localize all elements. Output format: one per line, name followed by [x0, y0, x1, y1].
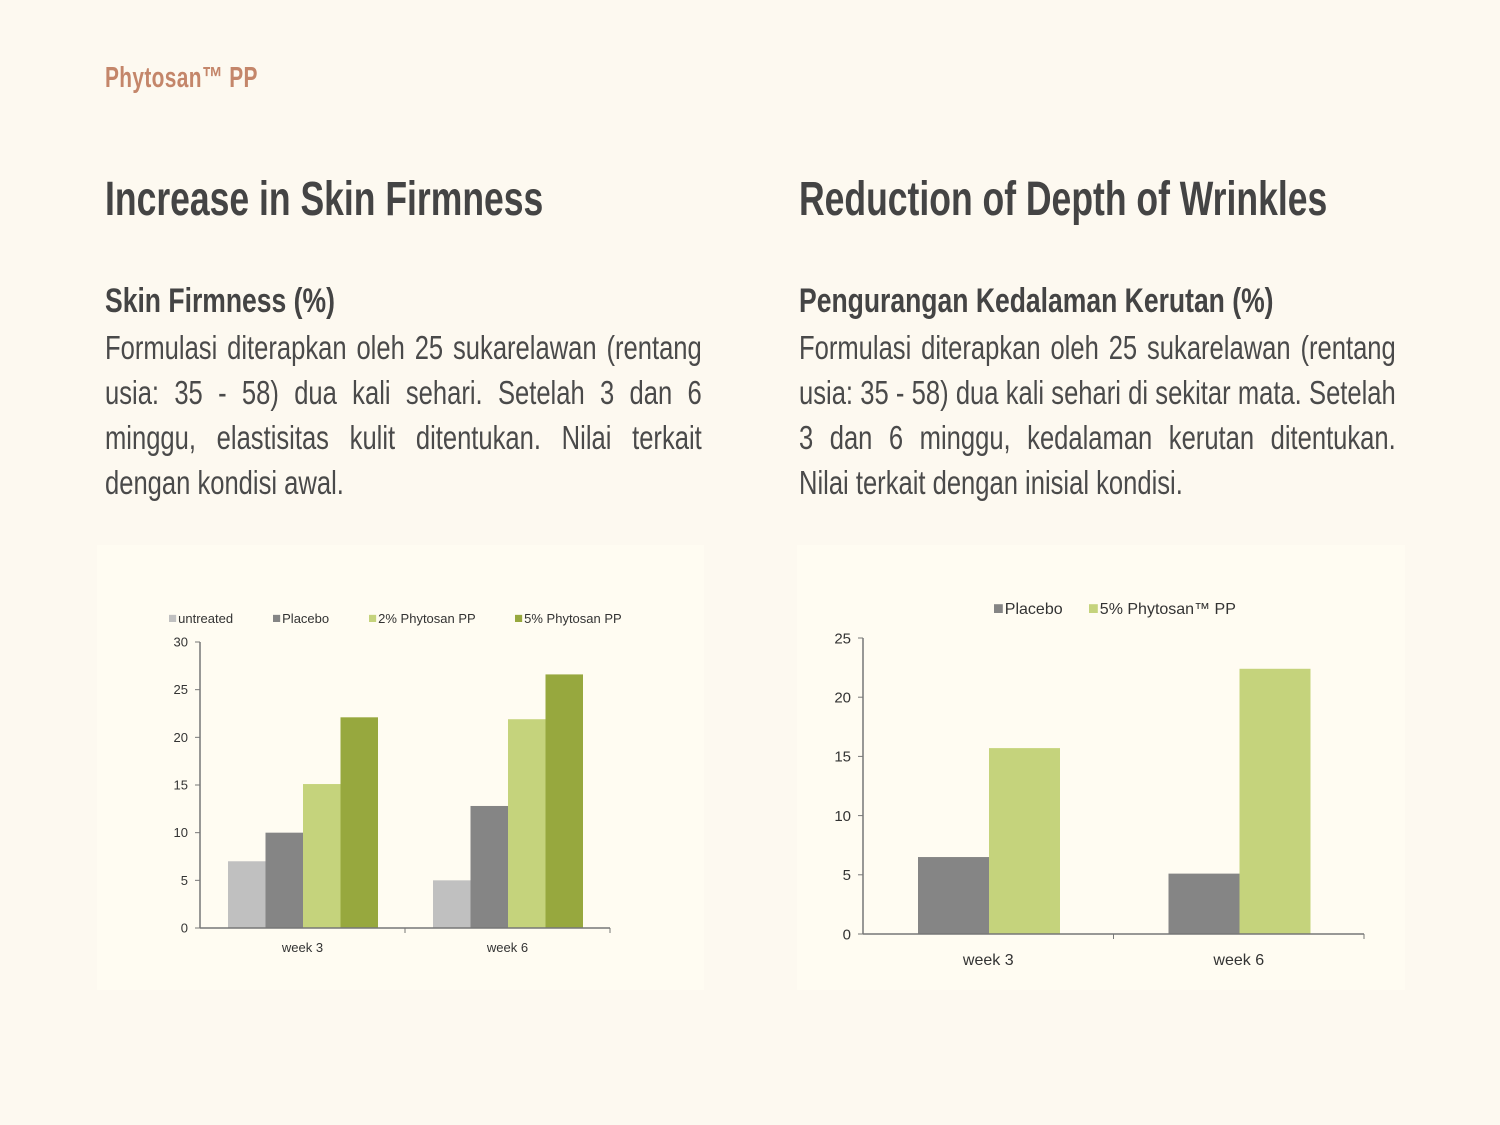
bar-placebo-week-3 — [265, 832, 303, 928]
right-body-text: Formulasi diterapkan oleh 25 sukarelawan… — [799, 329, 1396, 501]
y-tick-label: 5 — [181, 873, 188, 888]
legend-label-untreated: untreated — [178, 611, 233, 626]
y-tick-label: 20 — [174, 730, 188, 745]
y-tick-label: 5 — [843, 867, 851, 884]
left-body-text: Formulasi diterapkan oleh 25 sukarelawan… — [105, 329, 702, 501]
x-category-label: week 6 — [1212, 952, 1264, 969]
legend-swatch-placebo — [994, 604, 1003, 613]
y-tick-label: 0 — [181, 921, 188, 936]
bar-placebo-week-6 — [470, 805, 508, 928]
bar-placebo-week-6 — [1168, 873, 1240, 934]
legend-label-5-phytosan-pp: 5% Phytosan PP — [524, 611, 622, 626]
y-tick-label: 10 — [834, 808, 851, 825]
wrinkle-depth-chart-panel: 0 5 10 15 20 25 week 3 week 6 Placebo 5% Phytosan… — [797, 545, 1405, 990]
y-tick-label: 15 — [174, 778, 188, 793]
y-tick-label: 30 — [174, 635, 188, 650]
legend-label-2-phytosan-pp: 2% Phytosan PP — [378, 611, 476, 626]
right-title: Reduction of Depth of Wrinkles — [799, 173, 1328, 226]
legend-swatch-2-phytosan-pp — [369, 614, 377, 622]
bar-2-phytosan-pp-week-3 — [303, 784, 341, 928]
left-subtitle: Skin Firmness (%) — [105, 282, 335, 320]
y-tick-label: 25 — [834, 630, 851, 647]
bar-placebo-week-3 — [918, 857, 989, 934]
skin-firmness-chart-panel: 0 5 10 15 20 25 30 week 3 week 6 untreated Placebo… — [97, 545, 704, 990]
legend-swatch-untreated — [169, 614, 177, 622]
bar-5-phytosan-pp-week-3 — [989, 748, 1060, 934]
bar-5-phytosan-pp-week-3 — [340, 717, 378, 928]
brand-logo: Phytosan™ PP — [105, 62, 258, 94]
legend-swatch-placebo — [273, 614, 281, 622]
legend-label-placebo: Placebo — [282, 611, 329, 626]
left-title: Increase in Skin Firmness — [105, 173, 544, 226]
x-category-label: week 3 — [281, 940, 323, 955]
y-tick-label: 0 — [843, 926, 851, 943]
x-category-label: week 3 — [962, 952, 1014, 969]
bar-untreated-week-6 — [433, 880, 471, 928]
legend-label-placebo: Placebo — [1005, 601, 1063, 618]
legend-swatch-5-phytosan-pp — [1089, 604, 1098, 613]
legend-swatch-5-phytosan-pp — [515, 614, 523, 622]
right-subtitle: Pengurangan Kedalaman Kerutan (%) — [799, 282, 1274, 320]
bar-untreated-week-3 — [228, 861, 266, 928]
legend-label-5-phytosan-pp: 5% Phytosan™ PP — [1100, 601, 1236, 618]
y-tick-label: 15 — [834, 749, 851, 766]
y-tick-label: 10 — [174, 825, 188, 840]
x-category-label: week 6 — [486, 940, 528, 955]
y-tick-label: 25 — [174, 682, 188, 697]
skin-firmness-chart: 0 5 10 15 20 25 30 week 3 week 6 untreated Placebo… — [169, 611, 622, 955]
wrinkle-depth-chart: 0 5 10 15 20 25 week 3 week 6 Placebo 5% Phytosan… — [834, 601, 1365, 969]
bar-5-phytosan-pp-week-6 — [1239, 668, 1311, 934]
bar-2-phytosan-pp-week-6 — [508, 719, 546, 928]
bar-5-phytosan-pp-week-6 — [545, 674, 583, 928]
y-tick-label: 20 — [834, 689, 851, 706]
